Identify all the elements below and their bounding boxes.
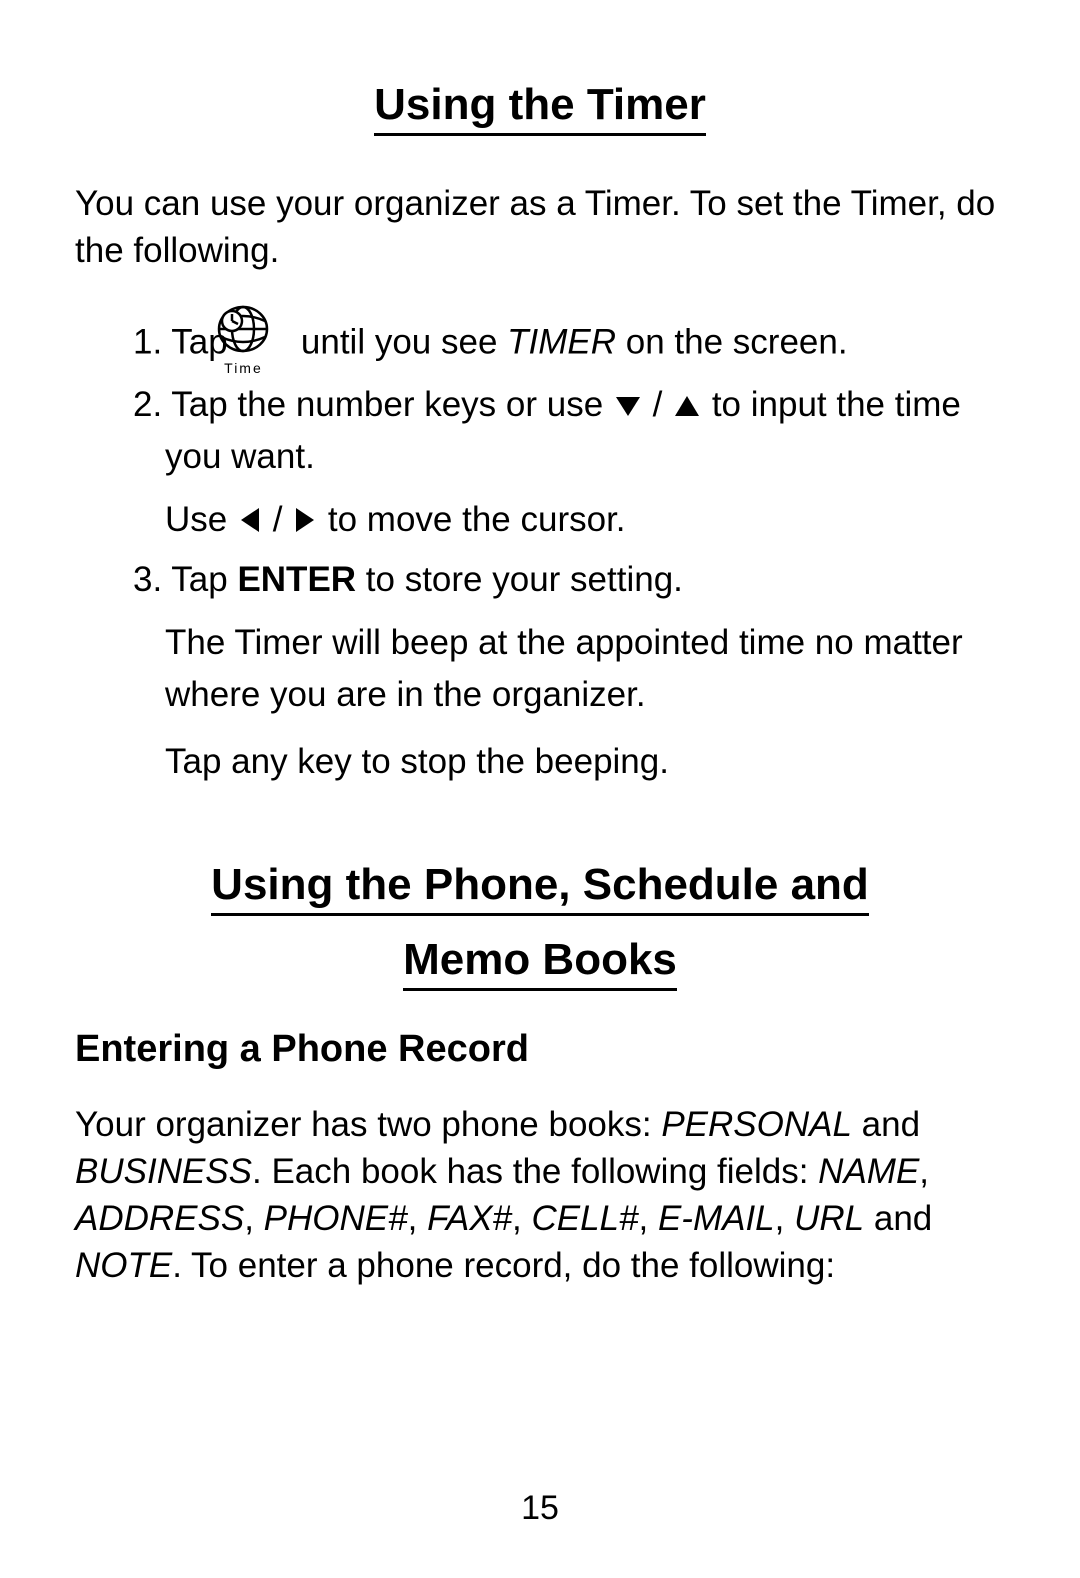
section-title-phonebooks: Using the Phone, Schedule and Memo Books [75, 848, 1005, 998]
sep1: , [919, 1152, 929, 1191]
right-arrow-icon [292, 505, 318, 535]
title-text: Using the Timer [374, 80, 706, 136]
step-3-cont2: Tap any key to stop the beeping. [165, 736, 1005, 789]
step-3-cont1: The Timer will beep at the appointed tim… [165, 617, 1005, 722]
slash-1: / [653, 385, 672, 424]
i4: ADDRESS [75, 1199, 244, 1238]
para-d: . To enter a phone record, do the follow… [172, 1246, 835, 1285]
page-number: 15 [0, 1489, 1080, 1528]
step-3: 3. Tap ENTER to store your setting. [105, 554, 1005, 607]
title2-line1: Using the Phone, Schedule and [211, 860, 869, 916]
para-b: and [852, 1105, 920, 1144]
step3-enter: ENTER [237, 560, 356, 599]
sep6: , [775, 1199, 794, 1238]
manual-page: Using the Timer You can use your organiz… [0, 0, 1080, 1578]
step1-text-c: on the screen. [616, 322, 848, 361]
sep4: , [512, 1199, 531, 1238]
sep5: , [638, 1199, 657, 1238]
step3-text-a: 3. Tap [133, 560, 237, 599]
i10: NOTE [75, 1246, 172, 1285]
step-2: 2. Tap the number keys or use / to input… [105, 379, 1005, 484]
intro-paragraph: You can use your organizer as a Timer. T… [75, 180, 1005, 275]
step-2-continuation: Use / to move the cursor. [165, 494, 1005, 547]
subheading-phone-record: Entering a Phone Record [75, 1028, 1005, 1071]
sep3: , [408, 1199, 427, 1238]
slash-2: / [273, 500, 292, 539]
para-a: Your organizer has two phone books: [75, 1105, 661, 1144]
globe-label: Time [245, 361, 273, 375]
section-title-timer: Using the Timer [75, 80, 1005, 130]
i6: FAX# [427, 1199, 512, 1238]
para-c: . Each book has the following fields: [252, 1152, 818, 1191]
and: and [864, 1199, 932, 1238]
step2-cont-b: to move the cursor. [328, 500, 626, 539]
left-arrow-icon [237, 505, 263, 535]
i3: NAME [818, 1152, 919, 1191]
i8: E-MAIL [658, 1199, 775, 1238]
title2-line2: Memo Books [403, 935, 677, 991]
i2: BUSINESS [75, 1152, 252, 1191]
i7: CELL# [531, 1199, 638, 1238]
phone-record-paragraph: Your organizer has two phone books: PERS… [75, 1101, 1005, 1290]
step2-text-a: 2. Tap the number keys or use [133, 385, 613, 424]
up-arrow-icon [672, 392, 702, 420]
step3-text-b: to store your setting. [356, 560, 683, 599]
i9: URL [794, 1199, 864, 1238]
sep2: , [244, 1199, 263, 1238]
step2-cont-a: Use [165, 500, 237, 539]
time-globe-icon: Time [245, 301, 273, 375]
down-arrow-icon [613, 392, 643, 420]
i5: PHONE# [264, 1199, 408, 1238]
i1: PERSONAL [661, 1105, 852, 1144]
step1-timer-word: TIMER [507, 322, 616, 361]
step-1: 1. Tap Time until you see TIMER on the s… [105, 295, 1005, 369]
step1-text-b: until you see [301, 322, 507, 361]
